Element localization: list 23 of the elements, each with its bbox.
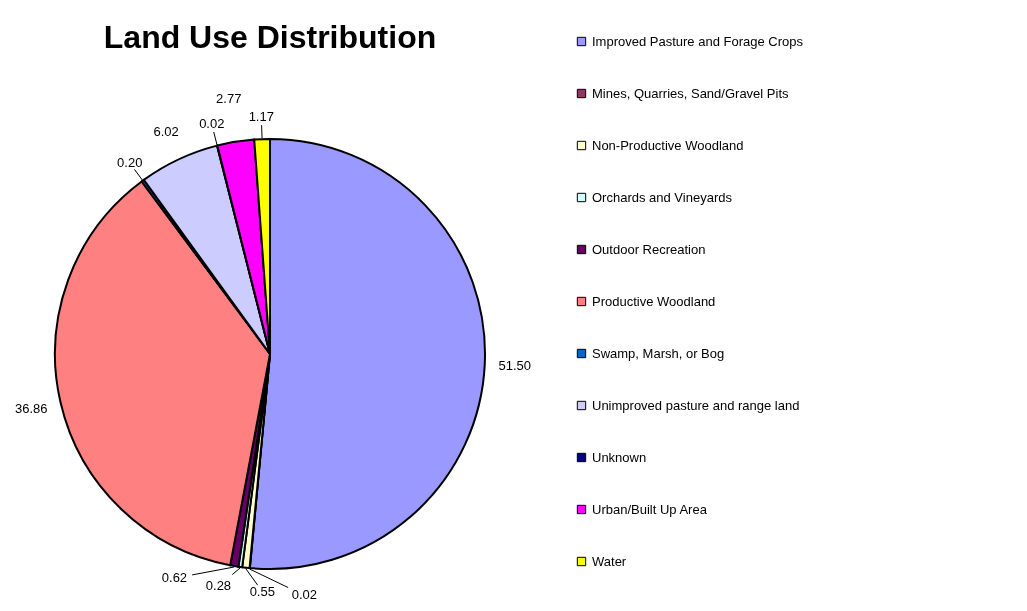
- legend-label: Mines, Quarries, Sand/Gravel Pits: [592, 85, 790, 101]
- legend-label: Improved Pasture and Forage Crops: [592, 33, 804, 49]
- data-label: 6.02: [153, 124, 179, 140]
- legend-label: Urban/Built Up Area: [592, 501, 708, 517]
- legend-label: Outdoor Recreation: [592, 241, 706, 257]
- data-label: 51.50: [498, 357, 531, 373]
- legend-label: Unimproved pasture and range land: [592, 397, 800, 413]
- data-label: 0.20: [117, 154, 143, 170]
- data-label: 0.62: [161, 570, 188, 586]
- data-label: 0.02: [291, 587, 318, 603]
- data-label: 0.55: [249, 583, 275, 599]
- chart-title: Land Use Distribution: [103, 19, 437, 55]
- data-label: 0.28: [205, 578, 232, 594]
- legend-label: Productive Woodland: [592, 293, 716, 309]
- legend-label: Water: [592, 553, 627, 569]
- data-label: 2.77: [216, 91, 242, 107]
- data-label: 36.86: [14, 401, 48, 417]
- legend-label: Unknown: [592, 449, 647, 465]
- data-label: 1.17: [248, 109, 274, 125]
- legend-label: Swamp, Marsh, or Bog: [592, 345, 725, 361]
- legend-label: Orchards and Vineyards: [592, 189, 733, 205]
- legend-label: Non-Productive Woodland: [592, 137, 744, 153]
- data-label: 0.02: [199, 116, 225, 132]
